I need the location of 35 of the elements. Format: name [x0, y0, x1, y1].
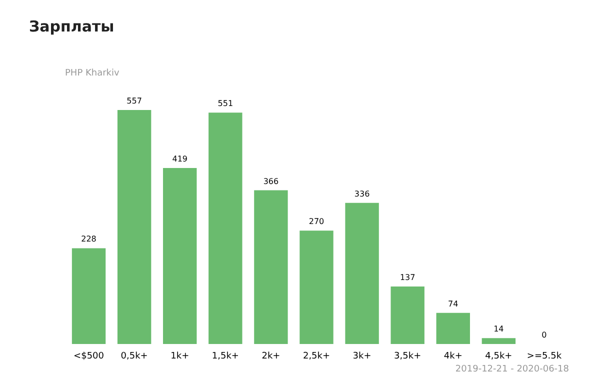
data-label: 419 — [172, 154, 188, 164]
bar — [482, 338, 516, 344]
bar — [208, 112, 242, 344]
x-tick-label: 4k+ — [444, 352, 462, 362]
data-label: 551 — [218, 99, 234, 108]
data-label: 557 — [126, 96, 142, 106]
x-tick-label: 1,5k+ — [212, 352, 239, 362]
bar — [72, 248, 106, 344]
data-label: 366 — [263, 176, 279, 186]
data-label: 270 — [308, 217, 324, 226]
data-label: 74 — [448, 299, 458, 308]
x-tick-label: 1k+ — [170, 352, 190, 362]
chart-title: Зарплаты — [29, 18, 114, 36]
data-label: 336 — [354, 189, 370, 198]
data-label: 14 — [494, 324, 504, 334]
bar — [254, 190, 288, 344]
x-tick-label: 3,5k+ — [394, 352, 422, 362]
bar — [117, 110, 152, 344]
bar — [390, 286, 424, 344]
x-tick-label: 3k+ — [352, 352, 372, 362]
x-tick-label: <$500 — [74, 352, 104, 362]
data-label: 228 — [81, 234, 96, 244]
x-tick-label: 0,5k+ — [120, 352, 148, 362]
text: 2019-12-21 - 2020-06-18 — [455, 364, 570, 374]
x-tick-label: 2,5k+ — [302, 352, 330, 362]
x-tick-label: 2k+ — [262, 352, 280, 362]
chart-subtitle: PHP Kharkiv — [65, 68, 120, 78]
x-tick-label: 4,5k+ — [485, 352, 512, 362]
x-tick-label: >=5.5k — [526, 352, 562, 362]
bar — [345, 202, 379, 344]
bar — [436, 312, 470, 344]
data-label: 0 — [542, 330, 547, 340]
data-label: 137 — [400, 272, 416, 282]
bar — [300, 230, 334, 344]
bar — [163, 168, 197, 344]
